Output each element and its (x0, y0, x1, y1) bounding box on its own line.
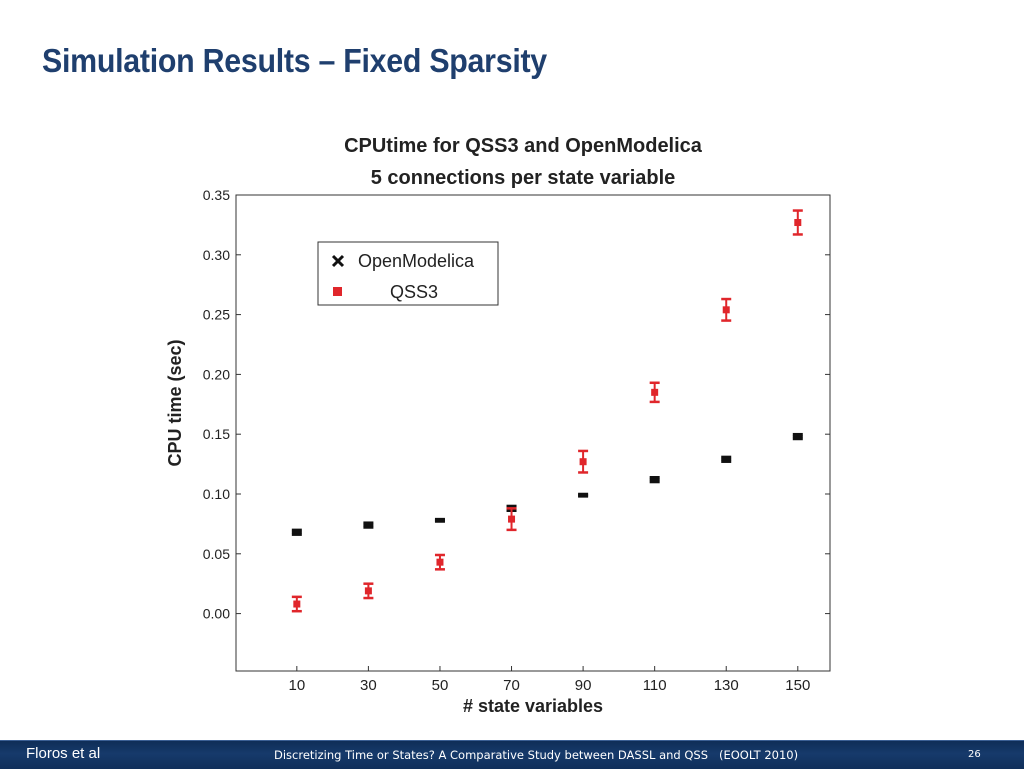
x-axis-label: # state variables (463, 696, 603, 716)
openmodelica-point (792, 435, 803, 439)
x-tick-label: 10 (288, 677, 305, 694)
openmodelica-point (291, 530, 302, 534)
footer-author: Floros et al (26, 745, 101, 762)
qss3-point (579, 458, 587, 466)
y-tick-label: 0.20 (203, 366, 230, 382)
legend: OpenModelica QSS3 (317, 241, 499, 306)
openmodelica-point (721, 457, 732, 461)
x-axis: 10 30 50 70 90 110 130 150 (288, 666, 810, 694)
chart-title-line1: CPUtime for QSS3 and OpenModelica (344, 135, 703, 157)
page-number: 26 (968, 749, 981, 760)
footer-citation: Discretizing Time or States? A Comparati… (274, 748, 799, 762)
y-tick-label: 0.30 (203, 247, 230, 263)
x-tick-label: 130 (714, 677, 739, 694)
x-tick-label: 90 (575, 677, 592, 694)
y-tick-label: 0.25 (203, 307, 230, 323)
legend-qss3-label: QSS3 (390, 282, 438, 302)
x-tick-label: 70 (503, 677, 520, 694)
openmodelica-point (578, 493, 589, 497)
plot-area (235, 194, 831, 672)
chart-title-line2: 5 connections per state variable (371, 167, 676, 189)
legend-openmodelica-marker-icon (331, 254, 345, 268)
y-tick-label: 0.00 (203, 606, 230, 622)
y-axis: 0.00 0.05 0.10 0.15 0.20 0.25 0.30 0.35 (203, 187, 830, 622)
y-tick-label: 0.05 (203, 546, 230, 562)
x-tick-label: 50 (432, 677, 449, 694)
qss3-point (508, 515, 516, 523)
data-marks (291, 209, 803, 613)
y-tick-label: 0.15 (203, 426, 230, 442)
footer-bar: Floros et al Discretizing Time or States… (0, 740, 1024, 769)
qss3-point (364, 587, 372, 595)
openmodelica-point (434, 518, 445, 522)
y-tick-label: 0.10 (203, 486, 230, 502)
openmodelica-point (649, 478, 660, 482)
y-tick-label: 0.35 (203, 187, 230, 203)
legend-openmodelica-label: OpenModelica (358, 251, 475, 271)
cpu-time-chart: CPUtime for QSS3 and OpenModelica 5 conn… (165, 135, 831, 716)
y-axis-label: CPU time (sec) (165, 339, 185, 466)
x-tick-label: 30 (360, 677, 377, 694)
openmodelica-point (363, 523, 374, 527)
qss3-point (436, 558, 444, 566)
legend-box (317, 241, 499, 306)
x-tick-label: 150 (785, 677, 810, 694)
x-tick-label: 110 (643, 677, 667, 694)
slide-title: Simulation Results – Fixed Sparsity (42, 42, 547, 79)
qss3-point (651, 388, 659, 396)
qss3-point (722, 306, 730, 314)
qss3-point (794, 219, 802, 227)
legend-qss3-marker-icon (333, 287, 342, 296)
qss3-point (293, 600, 301, 608)
